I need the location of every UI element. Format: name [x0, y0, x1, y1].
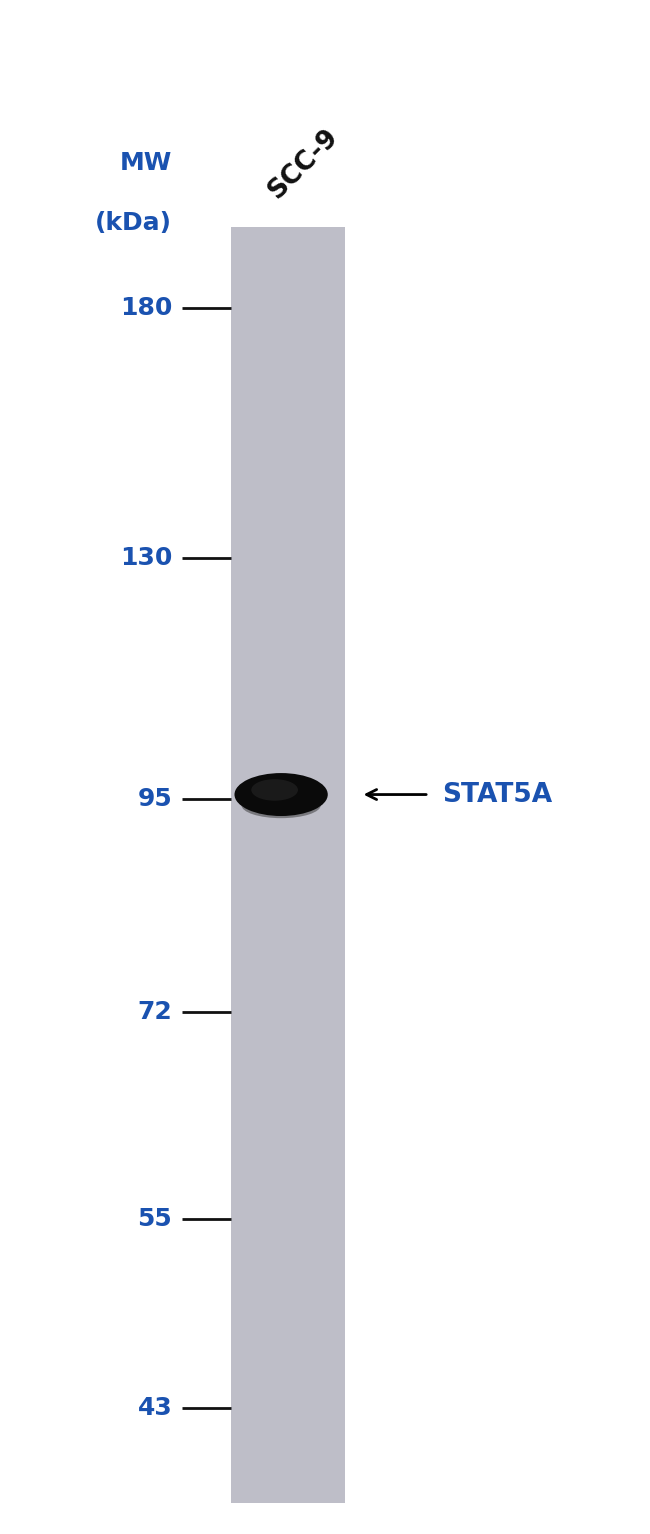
- Text: MW: MW: [120, 150, 172, 175]
- Text: 180: 180: [120, 296, 172, 321]
- Text: 55: 55: [138, 1207, 172, 1232]
- Ellipse shape: [252, 779, 298, 801]
- Text: 95: 95: [138, 787, 172, 811]
- Ellipse shape: [242, 793, 320, 818]
- Bar: [231, 227, 344, 1503]
- Text: SCC-9: SCC-9: [263, 124, 343, 204]
- Text: STAT5A: STAT5A: [442, 781, 552, 807]
- Ellipse shape: [235, 773, 328, 816]
- Text: (kDa): (kDa): [96, 212, 172, 235]
- Text: 130: 130: [120, 546, 172, 571]
- Text: 43: 43: [138, 1396, 172, 1420]
- Text: 72: 72: [138, 1000, 172, 1025]
